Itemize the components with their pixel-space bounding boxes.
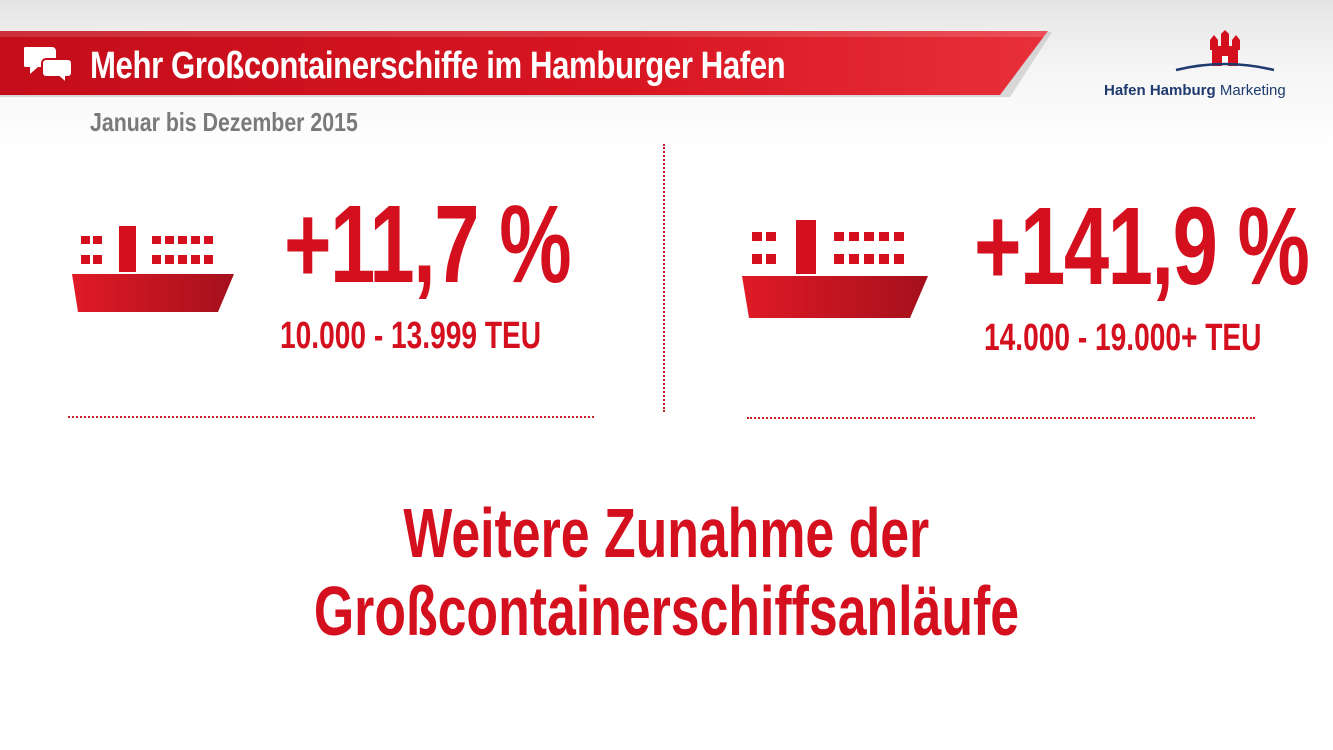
divider-left: [68, 416, 594, 418]
header-banner: [0, 0, 1060, 100]
stat-range-mega-ships: 14.000 - 19.000+ TEU: [984, 317, 1262, 359]
hafen-hamburg-logo: Hafen Hamburg Marketing: [1098, 30, 1308, 105]
logo-wordmark: Hafen Hamburg Marketing: [1104, 82, 1286, 99]
headline-line-2-text: Großcontainerschiffsanläufe: [313, 572, 1020, 650]
headline-line-1: Weitere Zunahme der: [0, 493, 1333, 573]
stat-percent-large-ships: +11,7 %: [284, 183, 572, 306]
divider-right: [747, 417, 1255, 419]
container-ship-icon: [72, 226, 234, 312]
hamburg-castle-icon: [1175, 30, 1275, 72]
stat-range-large-ships: 10.000 - 13.999 TEU: [280, 315, 542, 357]
vertical-divider: [663, 144, 665, 412]
headline-line-2: Großcontainerschiffsanläufe: [0, 571, 1333, 651]
stat-percent-mega-ships: +141,9 %: [974, 185, 1310, 308]
chat-bubbles-icon: [24, 47, 73, 83]
container-ship-icon: [742, 220, 928, 318]
logo-brand-bold: Hafen Hamburg: [1104, 82, 1216, 99]
page-subtitle: Januar bis Dezember 2015: [90, 107, 358, 137]
headline-line-1-text: Weitere Zunahme der: [403, 494, 930, 572]
logo-brand-light: Marketing: [1219, 82, 1286, 99]
page-title: Mehr Großcontainerschiffe im Hamburger H…: [90, 45, 786, 87]
